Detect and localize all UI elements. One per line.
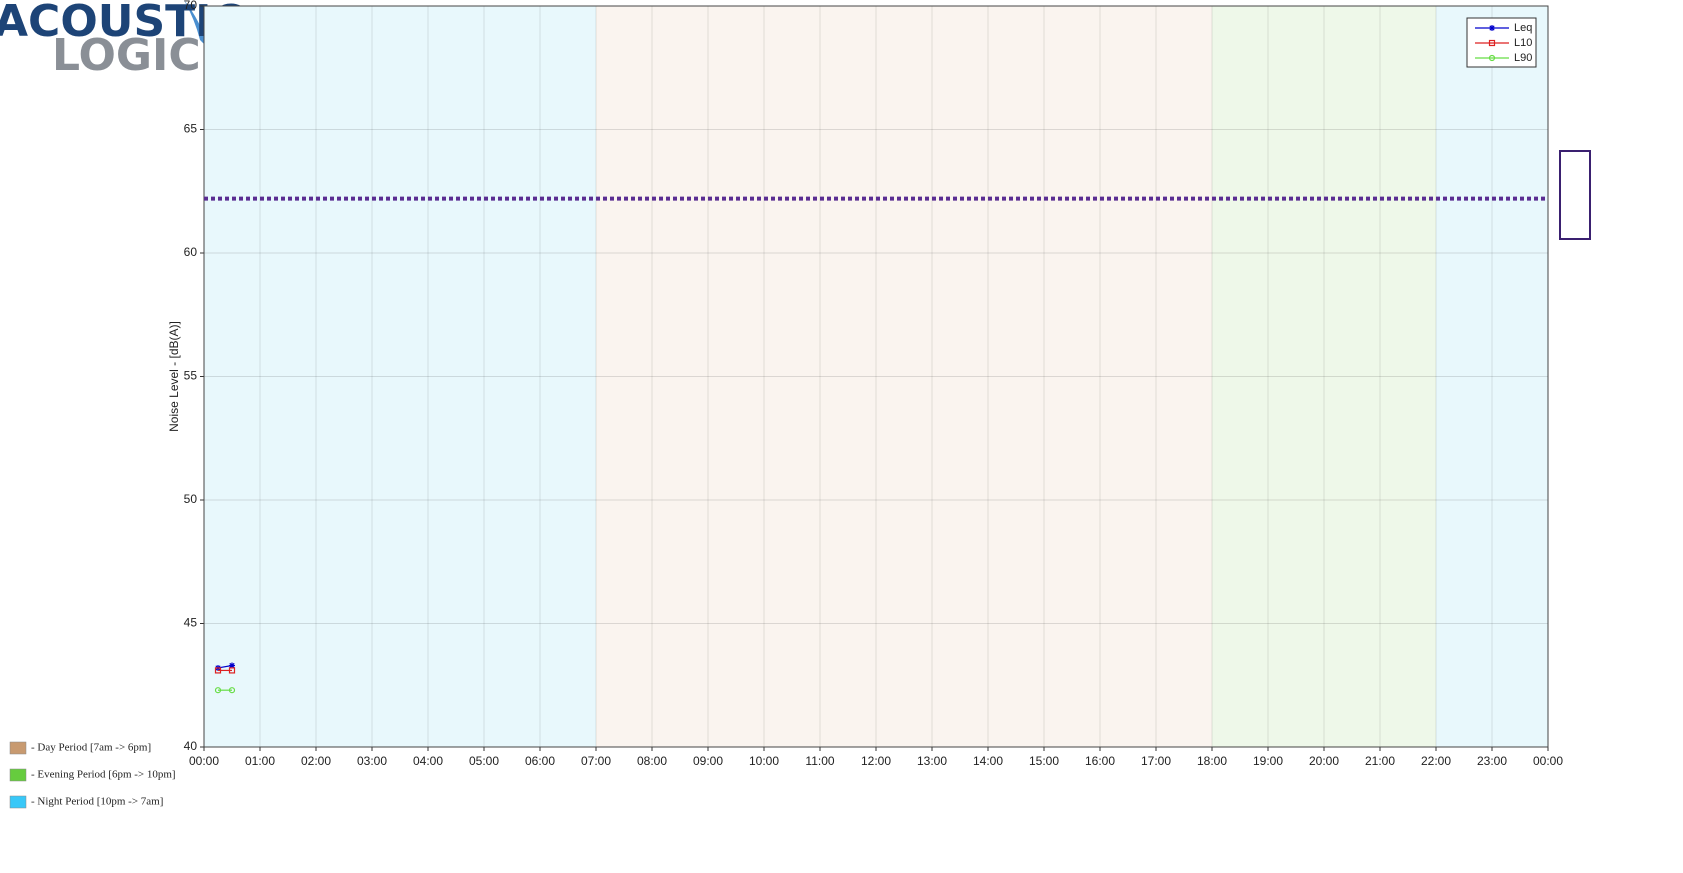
y-tick-label: 70 bbox=[184, 0, 198, 12]
x-tick-label: 09:00 bbox=[693, 754, 723, 768]
x-tick-label: 07:00 bbox=[581, 754, 611, 768]
y-tick-label: 55 bbox=[184, 369, 198, 383]
period-band bbox=[596, 6, 1212, 747]
x-tick-label: 06:00 bbox=[525, 754, 555, 768]
period-band bbox=[1436, 6, 1548, 747]
x-tick-label: 00:00 bbox=[1533, 754, 1563, 768]
period-swatch bbox=[9, 741, 27, 755]
marker bbox=[214, 667, 222, 674]
logo-text: LOGIC bbox=[52, 30, 201, 81]
x-tick-label: 23:00 bbox=[1477, 754, 1507, 768]
x-tick-label: 04:00 bbox=[413, 754, 443, 768]
y-axis-label: Noise Level - [dB(A)] bbox=[167, 321, 181, 432]
x-tick-label: 10:00 bbox=[749, 754, 779, 768]
y-tick-label: 45 bbox=[184, 616, 198, 630]
marker bbox=[228, 687, 236, 694]
x-tick-label: 03:00 bbox=[357, 754, 387, 768]
marker bbox=[1488, 39, 1496, 47]
x-tick-label: 05:00 bbox=[469, 754, 499, 768]
period-label: - Day Period [7am -> 6pm] bbox=[31, 742, 151, 754]
period-label: - Evening Period [6pm -> 10pm] bbox=[31, 769, 176, 781]
x-tick-label: 15:00 bbox=[1029, 754, 1059, 768]
logo-text: ACOUSTIC bbox=[0, 0, 244, 47]
x-tick-label: 19:00 bbox=[1253, 754, 1283, 768]
x-tick-label: 08:00 bbox=[637, 754, 667, 768]
period-label: - Night Period [10pm -> 7am] bbox=[31, 796, 163, 808]
legend-label: L10 bbox=[1514, 37, 1532, 49]
x-tick-label: 11:00 bbox=[805, 754, 834, 768]
x-tick-label: 20:00 bbox=[1309, 754, 1339, 768]
period-swatch bbox=[9, 795, 27, 809]
x-tick-label: 17:00 bbox=[1141, 754, 1171, 768]
y-tick-label: 65 bbox=[184, 122, 198, 136]
marker bbox=[229, 662, 235, 669]
x-tick-label: 14:00 bbox=[973, 754, 1003, 768]
marker bbox=[1488, 54, 1496, 62]
marker bbox=[214, 687, 222, 694]
x-tick-label: 21:00 bbox=[1365, 754, 1395, 768]
y-tick-label: 40 bbox=[184, 739, 198, 753]
plot-frame bbox=[203, 5, 1549, 748]
legend-label: Leq bbox=[1514, 22, 1532, 34]
legend-label: L90 bbox=[1514, 52, 1532, 64]
y-tick-label: 50 bbox=[184, 492, 198, 506]
period-band bbox=[1212, 6, 1436, 747]
side-box bbox=[1559, 150, 1591, 240]
period-band bbox=[204, 6, 596, 747]
x-tick-label: 13:00 bbox=[917, 754, 947, 768]
period-swatch bbox=[9, 768, 27, 782]
x-tick-label: 01:00 bbox=[245, 754, 275, 768]
x-tick-label: 18:00 bbox=[1197, 754, 1227, 768]
x-tick-label: 12:00 bbox=[861, 754, 891, 768]
x-tick-label: 16:00 bbox=[1085, 754, 1115, 768]
x-tick-label: 22:00 bbox=[1421, 754, 1451, 768]
y-tick-label: 60 bbox=[184, 245, 198, 259]
x-tick-label: 00:00 bbox=[189, 754, 219, 768]
marker bbox=[1489, 25, 1495, 31]
x-tick-label: 02:00 bbox=[301, 754, 331, 768]
marker bbox=[228, 667, 236, 674]
